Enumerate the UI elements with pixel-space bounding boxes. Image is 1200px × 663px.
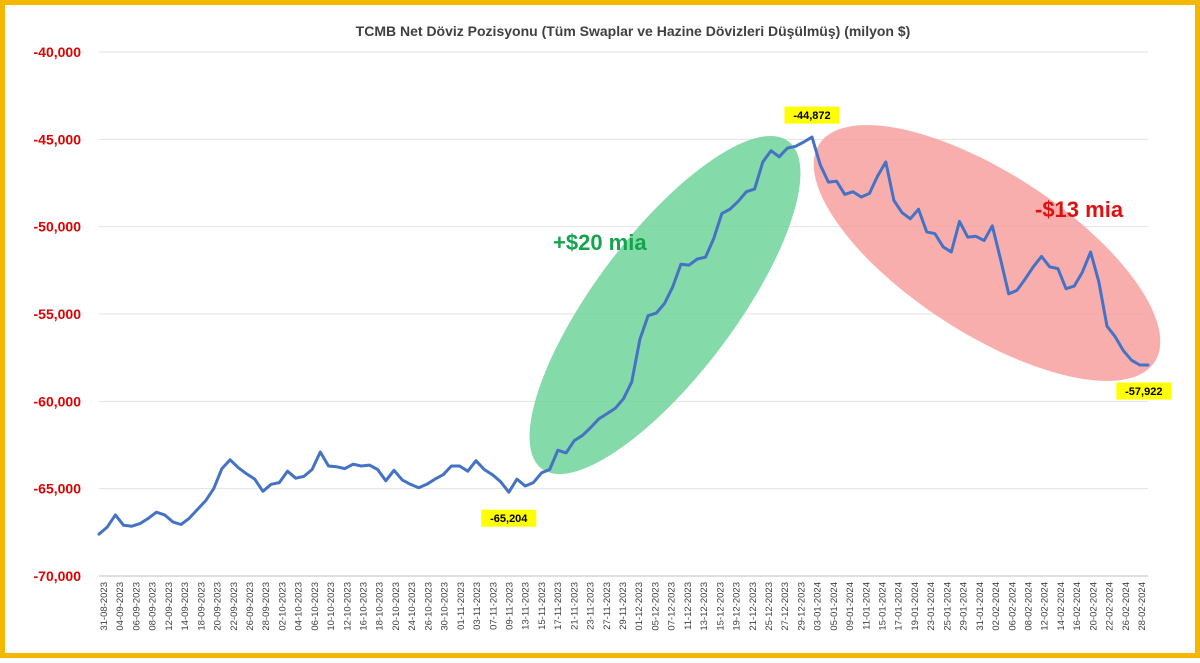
chart-svg: TCMB Net Döviz Pozisyonu (Tüm Swaplar ve… (34, 23, 1172, 631)
x-tick-label: 23-11-2023 (586, 582, 597, 630)
series-line (97, 135, 1150, 536)
x-tick-label: 12-02-2024 (1040, 582, 1051, 631)
y-tick-label: -45,000 (34, 131, 82, 147)
highlight-ellipses (529, 125, 1161, 475)
x-tick-label: 17-01-2024 (894, 582, 905, 631)
x-tick-label: 16-02-2024 (1072, 582, 1083, 631)
line-series (97, 135, 1150, 536)
x-tick-label: 06-02-2024 (1007, 582, 1018, 631)
gain-annotation: +$20 mia (553, 230, 647, 255)
x-tick-label: 20-10-2023 (391, 582, 402, 631)
x-tick-label: 25-12-2023 (764, 582, 775, 631)
x-tick-label: 25-01-2024 (942, 582, 953, 631)
x-tick-label: 29-12-2023 (796, 582, 807, 631)
y-tick-label: -40,000 (34, 44, 82, 60)
x-tick-label: 07-12-2023 (667, 582, 678, 631)
x-tick-label: 08-09-2023 (148, 582, 159, 631)
x-tick-label: 07-11-2023 (488, 582, 499, 630)
x-tick-label: 13-11-2023 (521, 582, 532, 630)
red-ellipse (813, 125, 1161, 381)
x-tick-label: 27-12-2023 (780, 582, 791, 631)
x-tick-label: 28-09-2023 (261, 582, 272, 631)
x-tick-label: 31-08-2023 (99, 582, 110, 631)
x-tick-label: 21-12-2023 (748, 582, 759, 631)
value-callouts: -65,204 -44,872 -57,922 (481, 106, 1172, 527)
x-tick-label: 13-12-2023 (699, 582, 710, 631)
x-tick-label: 30-10-2023 (440, 582, 451, 631)
x-tick-label: 11-12-2023 (683, 582, 694, 630)
x-tick-label: 23-01-2024 (926, 582, 937, 631)
x-tick-label: 01-11-2023 (456, 582, 467, 630)
chart-title: TCMB Net Döviz Pozisyonu (Tüm Swaplar ve… (356, 23, 911, 39)
x-tick-label: 18-09-2023 (196, 582, 207, 631)
x-tick-label: 20-09-2023 (213, 582, 224, 631)
x-tick-label: 02-10-2023 (277, 582, 288, 631)
value-callout: -57,922 (1116, 382, 1172, 400)
x-tick-label: 21-11-2023 (569, 582, 580, 630)
x-tick-label: 22-09-2023 (229, 582, 240, 631)
x-tick-label: 27-11-2023 (602, 582, 613, 630)
x-tick-label: 05-12-2023 (650, 582, 661, 631)
x-tick-label: 22-02-2024 (1105, 582, 1116, 631)
x-tick-label: 26-02-2024 (1121, 582, 1132, 631)
x-tick-label: 11-01-2024 (861, 582, 872, 630)
x-tick-label: 03-01-2024 (813, 582, 824, 631)
y-axis-ticks: -40,000 -45,000 -50,000 -55,000 -60,000 -65,0… (34, 44, 82, 584)
x-tick-label: 04-09-2023 (115, 582, 126, 631)
x-tick-label: 31-01-2024 (975, 582, 986, 631)
x-tick-label: 15-01-2024 (878, 582, 889, 631)
x-tick-label: 05-01-2024 (829, 582, 840, 631)
x-tick-label: 08-02-2024 (1023, 582, 1034, 631)
y-tick-label: -65,000 (34, 481, 82, 497)
x-tick-label: 28-02-2024 (1137, 582, 1148, 631)
x-tick-label: 06-10-2023 (310, 582, 321, 631)
x-tick-label: 09-01-2024 (845, 582, 856, 631)
x-tick-label: 03-11-2023 (472, 582, 483, 630)
x-tick-label: 26-10-2023 (423, 582, 434, 631)
x-tick-label: 18-10-2023 (375, 582, 386, 631)
x-tick-label: 24-10-2023 (407, 582, 418, 631)
loss-annotation: -$13 mia (1035, 197, 1124, 222)
x-tick-label: 02-02-2024 (991, 582, 1002, 631)
x-tick-label: 12-09-2023 (164, 582, 175, 631)
x-tick-label: 10-10-2023 (326, 582, 337, 631)
callout-label: -57,922 (1125, 386, 1162, 398)
callout-background (481, 509, 537, 527)
x-tick-label: 26-09-2023 (245, 582, 256, 631)
value-callout: -65,204 (481, 509, 537, 527)
x-tick-label: 14-09-2023 (180, 582, 191, 631)
callout-label: -44,872 (793, 110, 830, 122)
callout-label: -65,204 (490, 513, 528, 525)
x-tick-label: 15-11-2023 (537, 582, 548, 630)
x-tick-label: 12-10-2023 (342, 582, 353, 631)
value-callout: -44,872 (784, 106, 840, 124)
x-tick-label: 06-09-2023 (131, 582, 142, 631)
x-tick-label: 20-02-2024 (1088, 582, 1099, 631)
x-tick-label: 19-01-2024 (910, 582, 921, 631)
x-tick-label: 15-12-2023 (715, 582, 726, 631)
x-tick-label: 19-12-2023 (732, 582, 743, 631)
change-annotations: +$20 mia -$13 mia (553, 197, 1124, 255)
x-tick-label: 09-11-2023 (504, 582, 515, 630)
callout-background (784, 106, 840, 124)
y-tick-label: -50,000 (34, 219, 82, 235)
y-tick-label: -55,000 (34, 306, 82, 322)
x-tick-label: 14-02-2024 (1056, 582, 1067, 631)
x-tick-label: 01-12-2023 (634, 582, 645, 631)
callout-background (1116, 382, 1172, 400)
x-tick-label: 16-10-2023 (359, 582, 370, 631)
x-tick-label: 17-11-2023 (553, 582, 564, 630)
x-axis-ticks: 31-08-2023 04-09-2023 06-09-2023 08-09-2023… (99, 582, 1148, 631)
x-tick-label: 29-01-2024 (959, 582, 970, 631)
y-tick-label: -70,000 (34, 568, 82, 584)
x-tick-label: 04-10-2023 (294, 582, 305, 631)
y-tick-label: -60,000 (34, 393, 82, 409)
x-tick-label: 29-11-2023 (618, 582, 629, 630)
